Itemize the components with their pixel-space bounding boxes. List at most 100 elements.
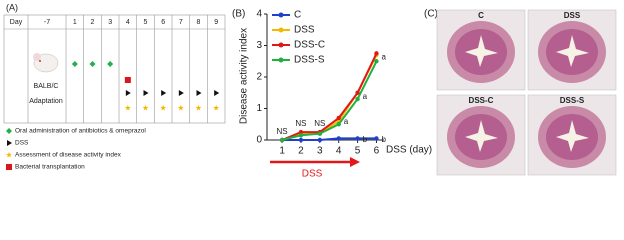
header-cell: 6 xyxy=(161,19,165,26)
data-point xyxy=(374,136,379,141)
antibiotic-marker xyxy=(6,128,12,134)
mouse-icon xyxy=(33,53,59,73)
dai-marker xyxy=(6,152,12,158)
x-axis-label: DSS (day) xyxy=(386,145,432,156)
annotation: a xyxy=(381,52,386,61)
header-cell: Day xyxy=(10,19,23,26)
x-tick-label: 5 xyxy=(355,146,361,157)
header-cell: 5 xyxy=(144,19,148,26)
header-cell: -7 xyxy=(44,19,50,26)
dai-marker xyxy=(195,105,202,111)
legend-label: DSS xyxy=(294,25,315,36)
header-cell: 2 xyxy=(91,19,95,26)
image-label: C xyxy=(478,11,484,20)
lumen xyxy=(465,120,498,152)
data-point xyxy=(336,136,341,141)
image-label: DSS-S xyxy=(560,96,585,105)
dai-marker xyxy=(125,105,131,111)
legend-label: Assessment of disease activity index xyxy=(15,152,122,159)
panel-label: (C) xyxy=(424,9,438,20)
table-border xyxy=(3,14,226,124)
dss-marker xyxy=(125,90,131,96)
data-point xyxy=(298,129,304,135)
x-tick-label: 2 xyxy=(298,146,304,157)
arrow-head xyxy=(350,157,360,167)
antibiotic-marker xyxy=(71,61,78,67)
timeline-table xyxy=(3,14,226,124)
legend-label: DSS-S xyxy=(294,55,325,66)
data-point xyxy=(374,51,379,56)
annotation: b xyxy=(381,135,386,144)
data-point xyxy=(355,136,360,141)
x-tick-label: 1 xyxy=(279,146,285,157)
data-point xyxy=(317,137,323,143)
transplant-marker xyxy=(124,77,131,83)
dss-marker xyxy=(143,90,149,96)
y-tick-label: 1 xyxy=(256,103,262,114)
y-tick-label: 2 xyxy=(256,72,262,83)
series-line xyxy=(282,137,377,141)
dss-marker xyxy=(178,90,184,96)
panel-label: (A) xyxy=(6,2,18,12)
y-tick-label: 3 xyxy=(256,40,262,51)
legend-label: DSS xyxy=(15,140,29,147)
y-axis-label: Disease activity index xyxy=(239,28,250,124)
image-label: DSS xyxy=(564,11,581,20)
legend-label: DSS-C xyxy=(294,40,325,51)
legend-marker xyxy=(278,57,284,63)
dai-marker xyxy=(178,105,184,111)
header-cell: 9 xyxy=(214,19,218,26)
legend-label: Bacterial transplantation xyxy=(15,164,85,171)
data-point xyxy=(374,59,379,64)
dss-marker xyxy=(7,140,12,146)
panel-label: (B) xyxy=(232,9,245,20)
x-tick-label: 3 xyxy=(317,146,323,157)
data-point xyxy=(336,122,341,127)
phase-label: Adaptation xyxy=(29,98,63,105)
series-line xyxy=(281,60,378,141)
annotation: a xyxy=(363,92,368,101)
x-tick-label: 4 xyxy=(336,146,342,157)
data-point xyxy=(298,137,304,143)
treatment-label: DSS xyxy=(302,169,323,180)
legend-marker xyxy=(278,42,284,48)
annotation: b xyxy=(363,135,368,144)
lumen xyxy=(556,120,589,152)
y-tick-label: 4 xyxy=(256,9,262,20)
legend-label: C xyxy=(294,10,301,21)
data-point xyxy=(355,90,360,95)
dai-marker xyxy=(142,105,149,111)
header-cell: 3 xyxy=(108,19,112,26)
annotation: a xyxy=(344,117,349,126)
data-point xyxy=(336,115,341,121)
y-tick-label: 0 xyxy=(256,135,262,146)
image-label: DSS-C xyxy=(469,96,494,105)
data-point xyxy=(298,133,304,138)
dss-marker xyxy=(161,90,167,96)
dss-marker xyxy=(214,90,220,96)
x-tick-label: 6 xyxy=(374,146,380,157)
annotation: NS xyxy=(314,119,325,128)
legend-marker xyxy=(278,12,284,18)
annotation: NS xyxy=(277,127,288,136)
annotation: NS xyxy=(295,119,306,128)
mouse-ear xyxy=(33,53,41,61)
data-point xyxy=(279,137,285,143)
transplant-marker xyxy=(6,164,12,170)
mouse-strain: BALB/C xyxy=(34,83,59,90)
header-cell: 7 xyxy=(179,19,183,26)
figure: (A) BALB/C Adaptation (B) Disease activi… xyxy=(3,2,617,180)
dai-marker xyxy=(213,105,219,111)
lumen xyxy=(465,35,498,67)
data-point xyxy=(317,131,323,136)
header-cell: 4 xyxy=(126,19,130,26)
data-point xyxy=(355,96,360,102)
lumen xyxy=(556,35,589,67)
legend-marker xyxy=(278,27,284,33)
mouse-eye xyxy=(39,60,41,62)
antibiotic-marker xyxy=(107,61,114,67)
dai-marker xyxy=(160,105,166,111)
legend-label: Oral administration of antibiotics & ome… xyxy=(15,128,146,135)
series-line xyxy=(281,52,378,141)
header-cell: 8 xyxy=(197,19,201,26)
